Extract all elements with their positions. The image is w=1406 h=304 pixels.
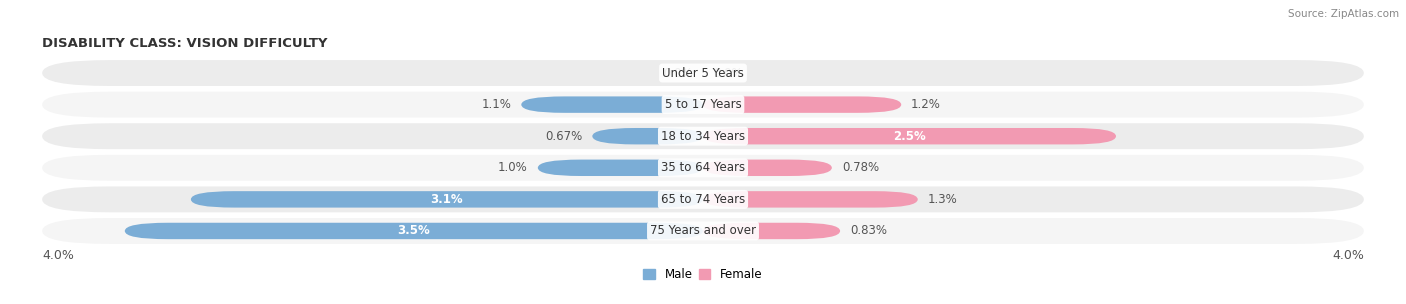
Text: 1.2%: 1.2% [911, 98, 941, 111]
Text: 18 to 34 Years: 18 to 34 Years [661, 130, 745, 143]
FancyBboxPatch shape [42, 60, 1364, 86]
FancyBboxPatch shape [125, 223, 703, 239]
Text: 5 to 17 Years: 5 to 17 Years [665, 98, 741, 111]
FancyBboxPatch shape [703, 96, 901, 113]
FancyBboxPatch shape [42, 218, 1364, 244]
Text: 1.1%: 1.1% [481, 98, 512, 111]
Text: DISABILITY CLASS: VISION DIFFICULTY: DISABILITY CLASS: VISION DIFFICULTY [42, 37, 328, 50]
FancyBboxPatch shape [592, 128, 703, 144]
FancyBboxPatch shape [537, 160, 703, 176]
Text: 0.78%: 0.78% [842, 161, 879, 174]
Text: 75 Years and over: 75 Years and over [650, 224, 756, 237]
FancyBboxPatch shape [42, 155, 1364, 181]
Text: Source: ZipAtlas.com: Source: ZipAtlas.com [1288, 9, 1399, 19]
Text: Under 5 Years: Under 5 Years [662, 67, 744, 80]
FancyBboxPatch shape [42, 186, 1364, 212]
Text: 4.0%: 4.0% [42, 249, 75, 262]
FancyBboxPatch shape [703, 223, 841, 239]
Text: 0.0%: 0.0% [664, 67, 693, 80]
Text: 4.0%: 4.0% [1331, 249, 1364, 262]
FancyBboxPatch shape [42, 92, 1364, 118]
Text: 1.3%: 1.3% [928, 193, 957, 206]
Text: 3.5%: 3.5% [398, 224, 430, 237]
Text: 2.5%: 2.5% [893, 130, 927, 143]
FancyBboxPatch shape [703, 191, 918, 208]
FancyBboxPatch shape [703, 160, 832, 176]
Text: 1.0%: 1.0% [498, 161, 527, 174]
Text: 0.67%: 0.67% [546, 130, 582, 143]
Legend: Male, Female: Male, Female [638, 264, 768, 286]
Text: 3.1%: 3.1% [430, 193, 463, 206]
Text: 0.0%: 0.0% [713, 67, 742, 80]
Text: 35 to 64 Years: 35 to 64 Years [661, 161, 745, 174]
FancyBboxPatch shape [191, 191, 703, 208]
FancyBboxPatch shape [522, 96, 703, 113]
Text: 0.83%: 0.83% [851, 224, 887, 237]
FancyBboxPatch shape [703, 128, 1116, 144]
FancyBboxPatch shape [42, 123, 1364, 149]
Text: 65 to 74 Years: 65 to 74 Years [661, 193, 745, 206]
